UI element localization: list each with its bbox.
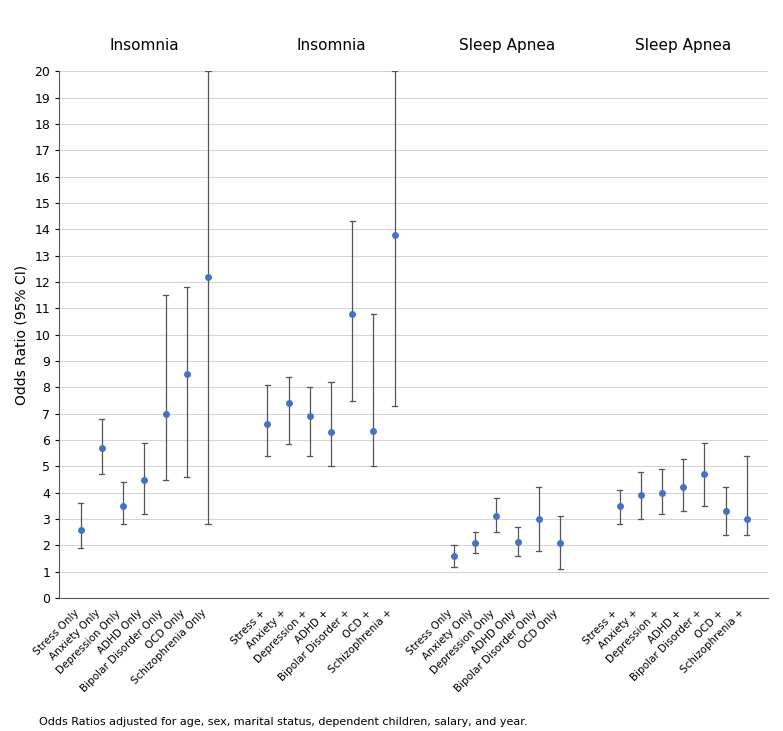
Text: Insomnia: Insomnia <box>296 38 366 53</box>
Y-axis label: Odds Ratio (95% CI): Odds Ratio (95% CI) <box>15 265 29 405</box>
Text: Sleep Apnea: Sleep Apnea <box>459 38 555 53</box>
Text: Sleep Apnea: Sleep Apnea <box>635 38 731 53</box>
Text: Insomnia: Insomnia <box>110 38 179 53</box>
Text: Odds Ratios adjusted for age, sex, marital status, dependent children, salary, a: Odds Ratios adjusted for age, sex, marit… <box>39 717 528 727</box>
